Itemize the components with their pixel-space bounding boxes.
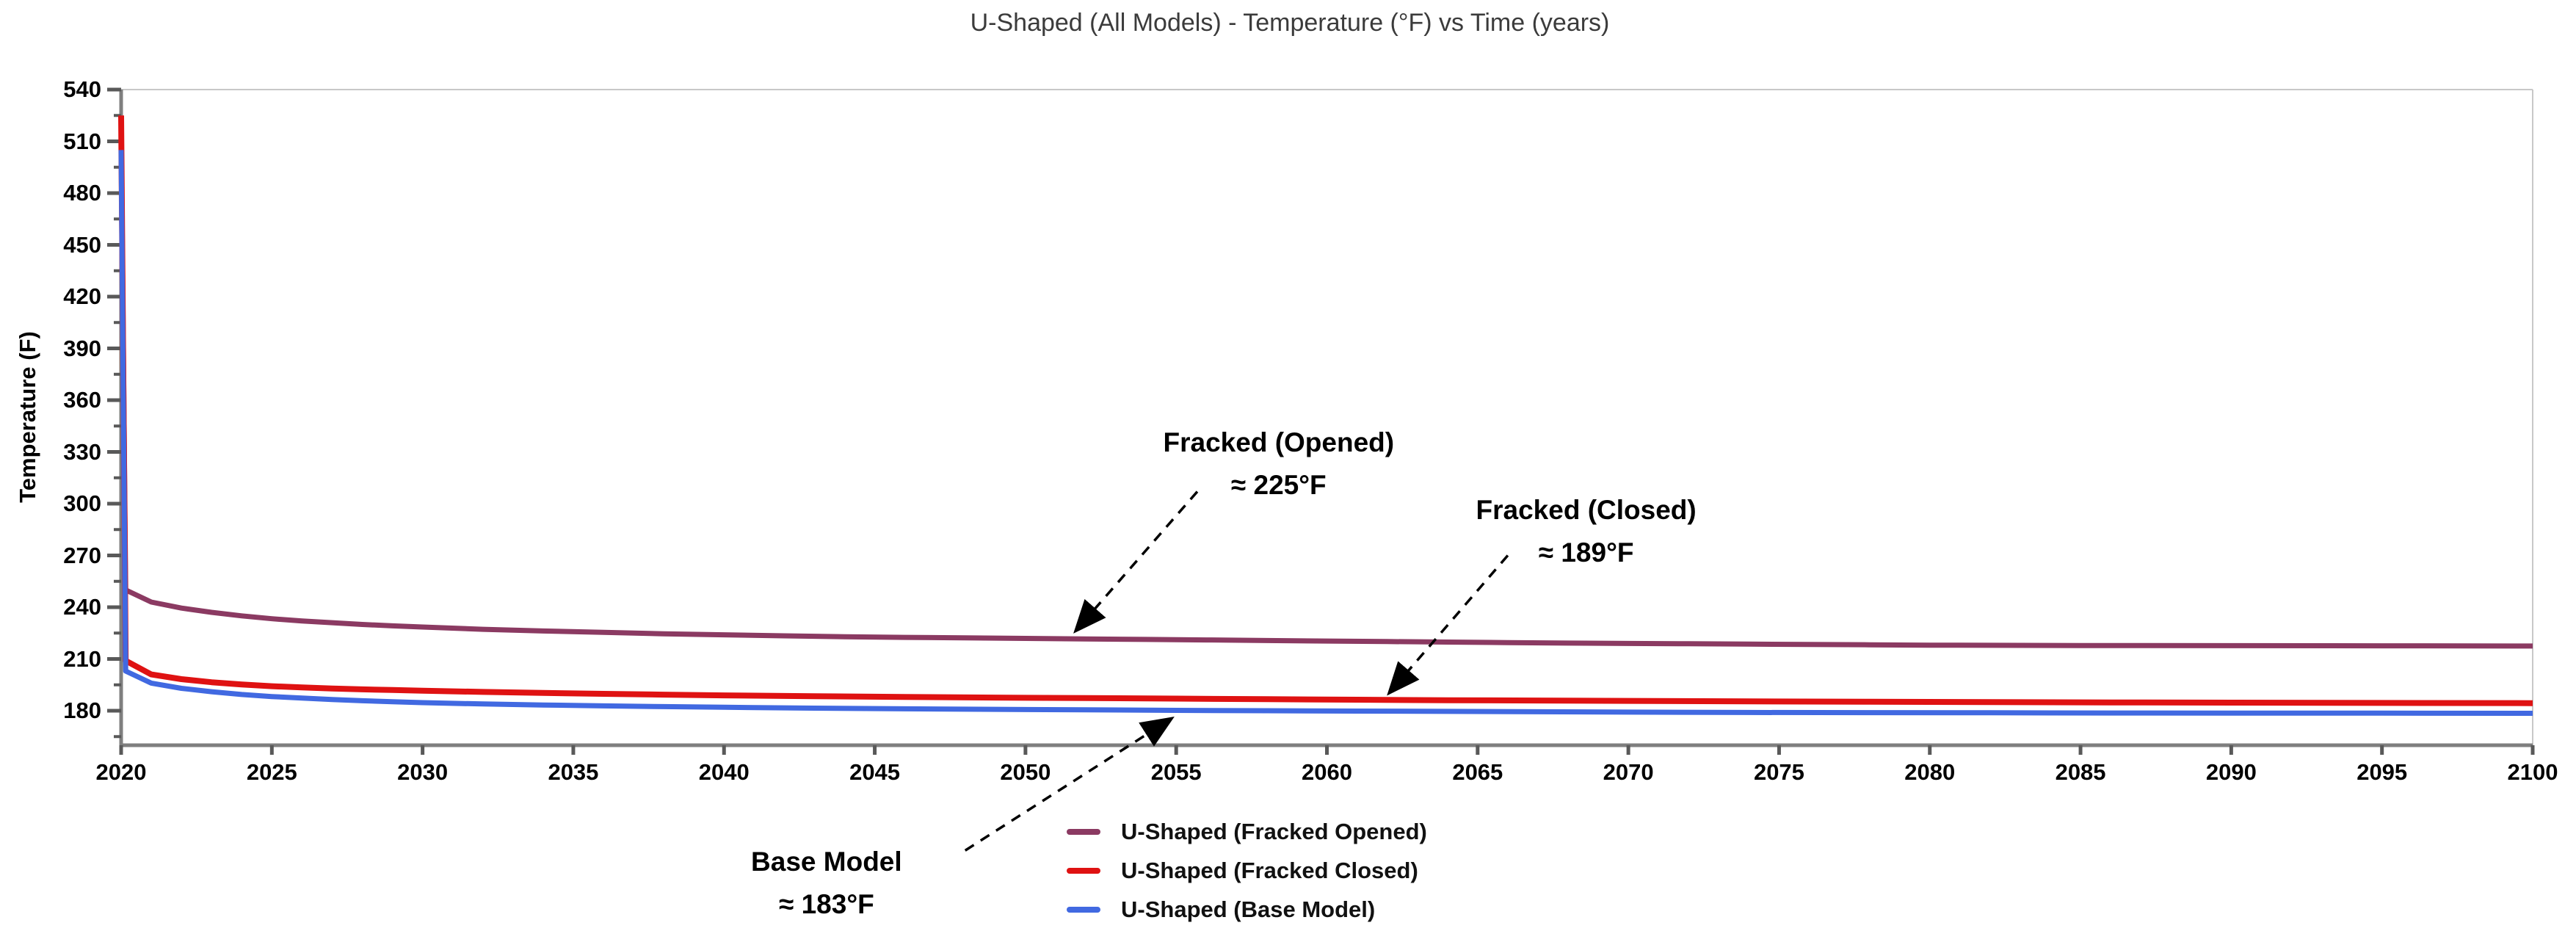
x-tick-label: 2085 <box>2055 759 2106 785</box>
x-tick-label: 2045 <box>849 759 901 785</box>
annotation-arrow <box>1387 554 1509 696</box>
x-tick-label: 2025 <box>246 759 297 785</box>
y-tick-label: 540 <box>63 76 101 102</box>
annotation-fracked-opened: Fracked (Opened) ≈ 225°F <box>1164 421 1395 507</box>
annotation-arrows-layer <box>964 490 1509 852</box>
y-tick-label: 450 <box>63 231 101 258</box>
y-tick-label: 240 <box>63 594 101 620</box>
x-tick-label: 2070 <box>1603 759 1654 785</box>
x-tick-label: 2035 <box>548 759 599 785</box>
annotation-line: Base Model <box>751 847 902 877</box>
legend-label: U-Shaped (Base Model) <box>1121 896 1376 922</box>
annotation-fracked-closed: Fracked (Closed) ≈ 189°F <box>1476 489 1697 574</box>
x-tick-label: 2060 <box>1302 759 1352 785</box>
x-tick-label: 2030 <box>397 759 449 785</box>
annotation-line: ≈ 189°F <box>1538 537 1634 568</box>
annotation-arrow <box>964 716 1175 852</box>
x-tick-label: 2080 <box>1904 759 1956 785</box>
chart-title: U-Shaped (All Models) - Temperature (°F)… <box>970 9 1610 37</box>
series-layer <box>118 115 2533 716</box>
x-tick-label: 2090 <box>2205 759 2257 785</box>
x-tick-label: 2100 <box>2507 759 2558 785</box>
y-tick-label: 480 <box>63 180 101 206</box>
y-tick-label: 270 <box>63 542 101 568</box>
x-tick-label: 2020 <box>95 759 147 785</box>
legend-item-fracked-opened: U-Shaped (Fracked Opened) <box>1067 812 1427 851</box>
y-tick-label: 330 <box>63 438 101 465</box>
y-tick-label: 360 <box>63 387 101 413</box>
series-line-fracked-closed <box>118 115 2533 706</box>
x-tick-label: 2055 <box>1150 759 1202 785</box>
y-tick-label: 420 <box>63 283 101 309</box>
annotation-base-model: Base Model ≈ 183°F <box>751 841 902 926</box>
annotation-arrow <box>1073 490 1199 634</box>
annotation-line: ≈ 183°F <box>779 889 874 919</box>
legend-label: U-Shaped (Fracked Closed) <box>1121 857 1418 883</box>
y-tick-label: 390 <box>63 335 101 361</box>
legend-item-fracked-closed: U-Shaped (Fracked Closed) <box>1067 851 1427 890</box>
y-tick-label: 510 <box>63 128 101 154</box>
legend-item-base-model: U-Shaped (Base Model) <box>1067 890 1427 929</box>
annotation-line: Fracked (Opened) <box>1163 427 1395 457</box>
legend-swatch-base-model <box>1067 906 1100 913</box>
legend-label: U-Shaped (Fracked Opened) <box>1121 818 1427 844</box>
annotation-line: ≈ 225°F <box>1230 469 1327 500</box>
legend: U-Shaped (Fracked Opened) U-Shaped (Frac… <box>1067 812 1427 929</box>
y-tick-label: 210 <box>63 645 101 672</box>
series-line-fracked-opened <box>118 118 2533 649</box>
annotation-line: Fracked (Closed) <box>1476 494 1697 525</box>
x-tick-label: 2040 <box>698 759 750 785</box>
y-tick-label: 300 <box>63 490 101 516</box>
x-tick-label: 2065 <box>1452 759 1503 785</box>
series-line-base-model <box>118 150 2533 716</box>
legend-swatch-fracked-closed <box>1067 867 1100 874</box>
x-tick-label: 2095 <box>2357 759 2408 785</box>
x-tick-label: 2075 <box>1753 759 1804 785</box>
y-tick-label: 180 <box>63 698 101 723</box>
legend-swatch-fracked-opened <box>1067 828 1100 835</box>
x-tick-label: 2050 <box>1000 759 1051 785</box>
